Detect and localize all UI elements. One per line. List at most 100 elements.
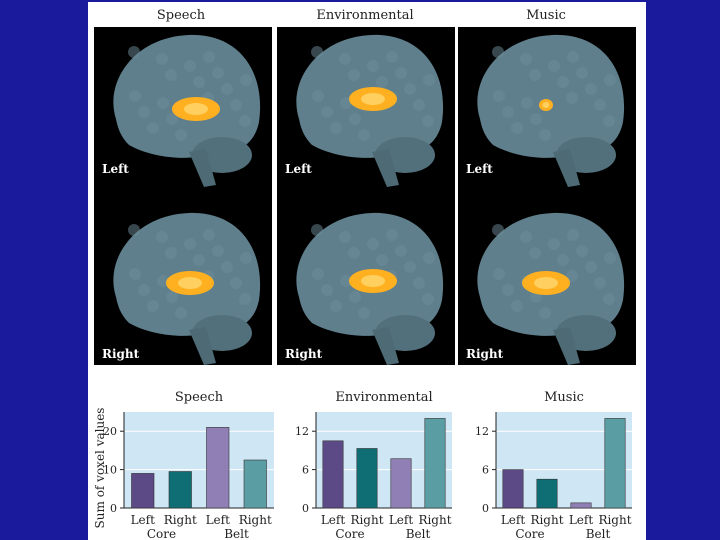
brain-images-speech [113,34,261,365]
cortex-texture [221,261,233,273]
brain-illustration [477,34,625,187]
cortex-texture [348,69,360,81]
cortex-texture [330,300,342,312]
bar [502,469,524,509]
cortex-texture [128,224,140,236]
cortex-texture [422,293,434,305]
cortex-texture [193,76,205,88]
cortex-texture [395,67,407,79]
category-label: Right [530,513,563,527]
group-label: Belt [224,527,249,540]
category-label: Left [206,513,231,527]
cortex-texture [340,275,352,287]
cortex-texture [349,291,361,303]
y-tick-label: 0 [302,502,309,515]
cortex-texture [502,106,514,118]
brain-illustration [296,34,444,187]
cortex-texture [423,252,435,264]
cortex-texture [576,67,588,79]
y-tick-label: 0 [110,502,117,515]
cortex-texture [330,122,342,134]
activation-core [542,102,550,108]
cortex-texture [594,99,606,111]
cortex-texture [349,113,361,125]
bar [356,448,378,509]
brain-images-environmental [296,34,444,365]
brain-stem [372,149,399,187]
cortex-texture [165,69,177,81]
cortex-texture [521,97,533,109]
y-axis-label: Sum of voxel values [93,408,107,529]
cortex-texture [358,307,370,319]
cortex-texture [175,307,187,319]
cortex-texture [567,51,579,63]
cortex-texture [557,254,569,266]
cortex-texture [147,300,159,312]
cortex-texture [166,113,178,125]
bar-charts: Speech 0 10 20 Left Right Left Right Core Belt Sum… [88,382,646,540]
cortex-texture [566,270,578,282]
cortex-texture [339,53,351,65]
cortex-texture [157,97,169,109]
brain-panel-speech: Left Right [94,27,272,365]
chart-title: Environmental [335,390,432,405]
cortex-texture [529,247,541,259]
cortex-texture [184,238,196,250]
hemisphere-label-right: Right [285,347,323,361]
bar [390,458,412,509]
activation-core [178,277,202,289]
cortex-texture [604,252,616,264]
cortex-texture [529,69,541,81]
cortex-texture [138,106,150,118]
cortex-texture [413,99,425,111]
cortex-texture [511,122,523,134]
bar [206,427,230,509]
cortex-texture [395,245,407,257]
cortex-texture [212,67,224,79]
cortex-texture [321,106,333,118]
category-label: Left [321,513,346,527]
activation-core [361,275,385,287]
hemisphere-label-left: Left [285,162,312,176]
bar [243,459,267,509]
cortex-texture [422,115,434,127]
cortex-texture [358,129,370,141]
cortex-texture [502,284,514,296]
cortex-texture [585,83,597,95]
brain-illustration [113,34,261,187]
hemisphere-label-right: Right [466,347,504,361]
cortex-texture [312,90,324,102]
category-label: Right [350,513,383,527]
cortex-texture [367,60,379,72]
cortex-texture [594,277,606,289]
cortex-texture [566,92,578,104]
hemisphere-label-left: Left [466,162,493,176]
cortex-texture [376,76,388,88]
cortex-texture [321,284,333,296]
cortex-texture [386,51,398,63]
cortex-texture [175,129,187,141]
y-tick-label: 12 [295,425,309,438]
brain-illustration [477,212,625,365]
cortex-texture [193,254,205,266]
cortex-texture [156,231,168,243]
cortex-texture [165,247,177,259]
cortex-texture [230,99,242,111]
group-label: Belt [406,527,431,540]
cortex-texture [340,97,352,109]
bar [604,418,626,509]
category-label: Left [501,513,526,527]
column-title-environmental: Environmental [316,8,414,23]
cortex-texture [230,277,242,289]
cortex-texture [548,60,560,72]
brain-stem [189,149,216,187]
group-label: Core [147,527,176,540]
hemisphere-label-left: Left [102,162,129,176]
cortex-texture [567,229,579,241]
group-label: Belt [586,527,611,540]
cortex-texture [129,90,141,102]
cortex-texture [530,113,542,125]
cortex-texture [404,83,416,95]
brain-stem [189,327,216,365]
